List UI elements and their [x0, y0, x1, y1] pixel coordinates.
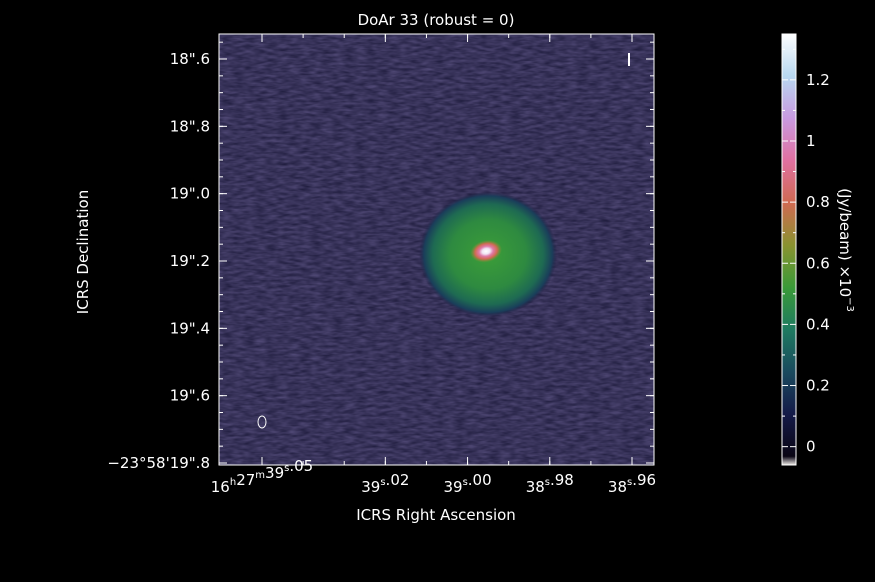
y-tick-label-5: 19".6	[170, 387, 210, 405]
chart-title: DoAr 33 (robust = 0)	[358, 11, 515, 29]
colorbar-ticks: 0 0.2 0.4 0.6 0.8 1 1.2	[782, 48, 830, 456]
colorbar	[781, 33, 797, 466]
x-tick-label-3: 38s.98	[526, 471, 574, 496]
x-axis-label: ICRS Right Ascension	[356, 506, 516, 524]
y-tick-label-6: −23°58'19".8	[107, 454, 210, 472]
y-tick-label-4: 19".4	[170, 319, 210, 337]
x-axis-ticks: 16h27m39s.05 39s.02 39s.00 38s.98 38s.96	[211, 34, 656, 496]
cb-tick-label-4: 0.8	[806, 193, 830, 211]
colorbar-exponent: −3	[844, 297, 855, 312]
colorbar-unit: (Jy/beam) ×10	[836, 188, 854, 297]
y-axis-ticks: 18".6 18".8 19".0 19".2 19".4 19".6 −23°58'19"…	[107, 41, 654, 472]
image-map	[219, 34, 654, 465]
colorbar-label: (Jy/beam) ×10−3	[836, 188, 855, 312]
y-axis-label: ICRS Declination	[74, 190, 92, 314]
plot-frame	[218, 33, 655, 466]
y-tick-label-1: 18".8	[170, 117, 210, 135]
cb-tick-label-1: 0.2	[806, 377, 830, 395]
x-tick-label-0: 16h27m39s.05	[211, 457, 313, 496]
cb-tick-label-6: 1.2	[806, 71, 830, 89]
x-tick-label-1: 39s.02	[361, 471, 409, 496]
cb-tick-label-0: 0	[806, 438, 816, 456]
cb-tick-label-5: 1	[806, 132, 816, 150]
y-tick-label-2: 19".0	[170, 185, 210, 203]
y-tick-label-0: 18".6	[170, 50, 210, 68]
cb-tick-label-3: 0.6	[806, 254, 830, 272]
bright-core	[470, 240, 502, 263]
x-tick-label-4: 38s.96	[608, 471, 656, 496]
x-tick-label-2: 39s.00	[443, 471, 491, 496]
y-tick-label-3: 19".2	[170, 252, 210, 270]
cb-tick-label-2: 0.4	[806, 315, 830, 333]
beam-ellipse	[257, 415, 267, 429]
